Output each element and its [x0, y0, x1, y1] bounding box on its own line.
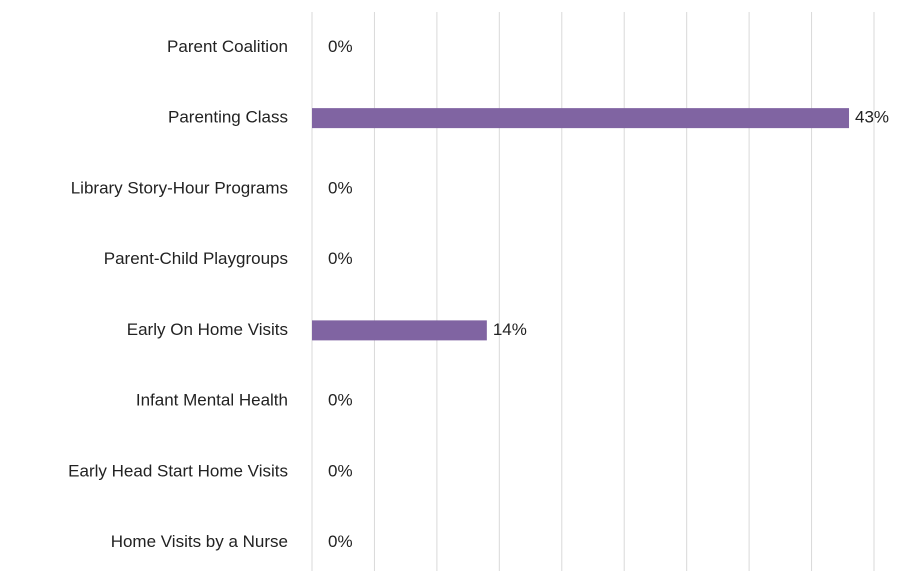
- bar: [312, 320, 487, 341]
- data-label: 14%: [493, 320, 527, 339]
- bar: [312, 108, 850, 129]
- category-label: Early Head Start Home Visits: [68, 461, 288, 480]
- data-label: 0%: [328, 391, 353, 410]
- category-label: Parent Coalition: [167, 37, 288, 56]
- category-label: Parenting Class: [168, 108, 288, 127]
- data-label: 0%: [328, 461, 353, 480]
- category-label: Library Story-Hour Programs: [71, 178, 288, 197]
- category-label: Early On Home Visits: [127, 320, 288, 339]
- data-label: 0%: [328, 178, 353, 197]
- data-label: 43%: [855, 108, 889, 127]
- category-label: Infant Mental Health: [136, 391, 288, 410]
- data-label: 0%: [328, 37, 353, 56]
- category-label: Home Visits by a Nurse: [111, 532, 288, 551]
- category-label: Parent-Child Playgroups: [104, 249, 288, 268]
- data-label: 0%: [328, 532, 353, 551]
- data-label: 0%: [328, 249, 353, 268]
